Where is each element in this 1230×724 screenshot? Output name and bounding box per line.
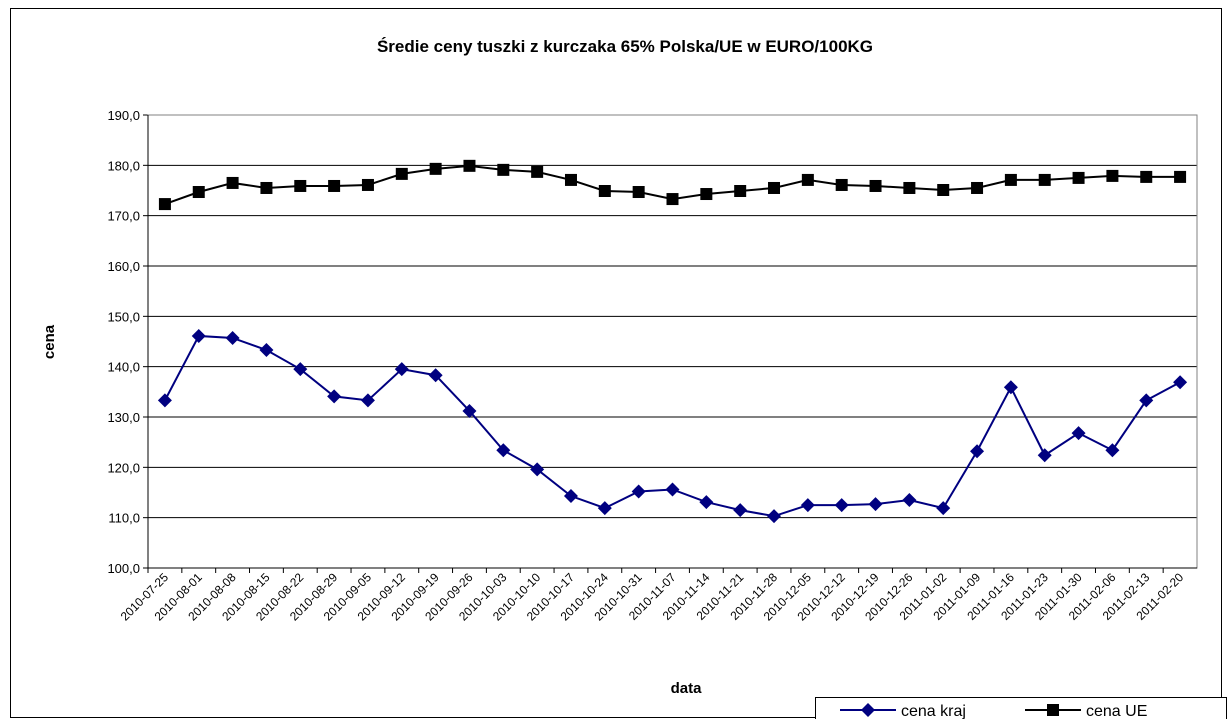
marker [800, 498, 815, 513]
y-tick-label: 120,0 [107, 460, 140, 475]
y-tick-label: 180,0 [107, 158, 140, 173]
y-tick-label: 140,0 [107, 360, 140, 375]
marker [733, 503, 748, 518]
marker [835, 178, 848, 191]
marker [260, 181, 273, 194]
marker [1003, 380, 1018, 395]
marker [902, 493, 917, 508]
marker [971, 181, 984, 194]
marker [1004, 173, 1017, 186]
marker [665, 482, 680, 497]
marker [937, 183, 950, 196]
marker [1105, 443, 1120, 458]
y-tick-label: 170,0 [107, 209, 140, 224]
marker [463, 159, 476, 172]
marker [768, 181, 781, 194]
y-tick-label: 100,0 [107, 561, 140, 576]
marker [563, 489, 578, 504]
marker [700, 188, 713, 201]
marker [191, 328, 206, 343]
marker [903, 181, 916, 194]
marker [226, 176, 239, 189]
chart-title: Średie ceny tuszki z kurczaka 65% Polska… [377, 37, 873, 56]
marker [293, 362, 308, 377]
marker [158, 198, 171, 211]
marker [497, 163, 510, 176]
marker [936, 501, 951, 516]
marker [1173, 375, 1188, 390]
marker [631, 484, 646, 499]
legend-label: cena UE [1086, 703, 1147, 719]
y-tick-label: 150,0 [107, 309, 140, 324]
marker [598, 185, 611, 198]
marker [394, 362, 409, 377]
marker [834, 498, 849, 513]
y-tick-label: 160,0 [107, 259, 140, 274]
marker [157, 393, 172, 408]
marker [294, 179, 307, 192]
y-tick-label: 110,0 [108, 511, 140, 526]
y-tick-label: 130,0 [107, 410, 140, 425]
marker [1139, 393, 1154, 408]
marker [1072, 171, 1085, 184]
marker [1071, 426, 1086, 441]
marker [869, 179, 882, 192]
marker [462, 403, 477, 418]
x-axis-label: data [671, 680, 703, 697]
y-axis-label: cena [41, 324, 58, 359]
marker [531, 165, 544, 178]
marker [734, 185, 747, 198]
marker [429, 162, 442, 175]
marker [1174, 170, 1187, 183]
legend-box [815, 697, 1227, 722]
marker [632, 186, 645, 199]
marker [1037, 448, 1052, 463]
legend-marker [1047, 704, 1059, 716]
y-tick-label: 190,0 [107, 108, 140, 123]
marker [530, 462, 545, 477]
marker [496, 443, 511, 458]
marker [666, 193, 679, 206]
marker [259, 343, 274, 358]
chart-border [10, 8, 1222, 718]
marker [970, 444, 985, 459]
marker [360, 393, 375, 408]
marker [801, 173, 814, 186]
marker [327, 389, 342, 404]
legend-label: cena kraj [901, 703, 966, 719]
marker [767, 509, 782, 524]
marker [361, 178, 374, 191]
marker [1106, 169, 1119, 182]
legend-marker [861, 703, 875, 717]
marker [225, 330, 240, 345]
legend: cena kraj cena UE [815, 697, 1227, 722]
marker [597, 501, 612, 516]
marker [1038, 173, 1051, 186]
marker [699, 495, 714, 510]
marker [868, 497, 883, 512]
marker [395, 167, 408, 180]
marker [564, 173, 577, 186]
marker [428, 368, 443, 383]
marker [1140, 170, 1153, 183]
marker [192, 186, 205, 199]
marker [328, 179, 341, 192]
